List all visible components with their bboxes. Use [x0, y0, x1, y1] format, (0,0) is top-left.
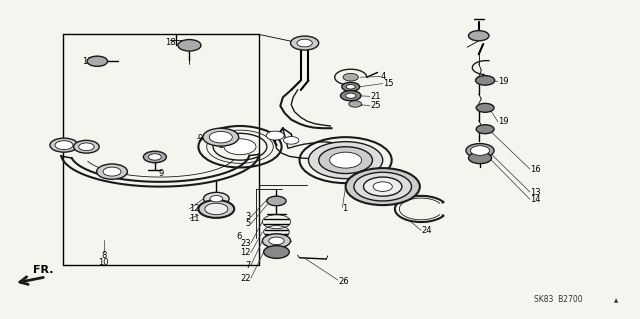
- Text: 20: 20: [56, 140, 67, 149]
- Circle shape: [340, 91, 361, 101]
- Circle shape: [308, 142, 383, 179]
- Circle shape: [284, 137, 299, 144]
- Text: 12: 12: [241, 248, 251, 257]
- Text: 9: 9: [197, 134, 202, 143]
- Text: 19: 19: [498, 77, 508, 86]
- Text: 21: 21: [370, 92, 380, 101]
- Circle shape: [468, 31, 489, 41]
- Circle shape: [269, 237, 284, 245]
- Circle shape: [87, 56, 108, 66]
- Circle shape: [264, 246, 289, 258]
- Text: 22: 22: [241, 274, 251, 283]
- Circle shape: [55, 141, 73, 150]
- Circle shape: [204, 192, 229, 205]
- Circle shape: [224, 139, 256, 155]
- Text: 17: 17: [148, 153, 159, 162]
- Circle shape: [354, 172, 412, 201]
- Circle shape: [476, 125, 494, 134]
- Circle shape: [470, 146, 490, 155]
- Text: 18: 18: [82, 57, 93, 66]
- Circle shape: [79, 143, 94, 151]
- Text: 13: 13: [530, 188, 541, 197]
- Circle shape: [178, 40, 201, 51]
- Circle shape: [346, 85, 355, 89]
- Circle shape: [266, 131, 284, 140]
- Circle shape: [148, 154, 161, 160]
- Circle shape: [319, 147, 372, 174]
- Circle shape: [262, 234, 291, 248]
- Text: FR.: FR.: [33, 265, 54, 275]
- Text: 7: 7: [246, 261, 251, 270]
- Circle shape: [267, 196, 286, 206]
- Circle shape: [476, 103, 494, 112]
- Text: 6: 6: [237, 232, 242, 241]
- Text: 19: 19: [498, 117, 508, 126]
- Text: SK83  B2700: SK83 B2700: [534, 295, 583, 304]
- Circle shape: [210, 196, 223, 202]
- Text: 4: 4: [381, 72, 386, 81]
- Text: 3: 3: [246, 212, 251, 221]
- Circle shape: [343, 73, 358, 81]
- Circle shape: [346, 93, 356, 98]
- Circle shape: [198, 200, 234, 218]
- Circle shape: [346, 168, 420, 205]
- Text: 11: 11: [189, 214, 200, 223]
- Text: 23: 23: [240, 239, 251, 248]
- Text: 26: 26: [338, 277, 349, 286]
- Text: 18: 18: [165, 38, 176, 47]
- Text: 12: 12: [189, 204, 200, 213]
- Circle shape: [103, 167, 121, 176]
- Circle shape: [297, 39, 312, 47]
- Circle shape: [209, 131, 232, 143]
- Text: 25: 25: [370, 101, 380, 110]
- Circle shape: [342, 82, 360, 91]
- Text: ▲: ▲: [614, 299, 619, 304]
- Text: 1: 1: [342, 204, 348, 213]
- Circle shape: [349, 101, 362, 107]
- Circle shape: [74, 140, 99, 153]
- Circle shape: [97, 164, 127, 179]
- Text: 10: 10: [99, 258, 109, 267]
- Text: 5: 5: [246, 219, 251, 228]
- Circle shape: [291, 36, 319, 50]
- Circle shape: [143, 151, 166, 163]
- Circle shape: [203, 128, 239, 146]
- Circle shape: [330, 152, 362, 168]
- Text: 14: 14: [530, 195, 540, 204]
- Text: 15: 15: [383, 79, 393, 88]
- Text: 8: 8: [101, 251, 106, 260]
- Circle shape: [476, 76, 495, 85]
- Text: 2: 2: [219, 141, 224, 150]
- Text: 24: 24: [421, 226, 431, 235]
- Text: 16: 16: [530, 165, 541, 174]
- Circle shape: [50, 138, 78, 152]
- Circle shape: [364, 177, 402, 196]
- Circle shape: [466, 144, 494, 158]
- Circle shape: [205, 203, 228, 215]
- Circle shape: [468, 152, 492, 164]
- Text: 9: 9: [159, 169, 164, 178]
- Circle shape: [373, 182, 392, 191]
